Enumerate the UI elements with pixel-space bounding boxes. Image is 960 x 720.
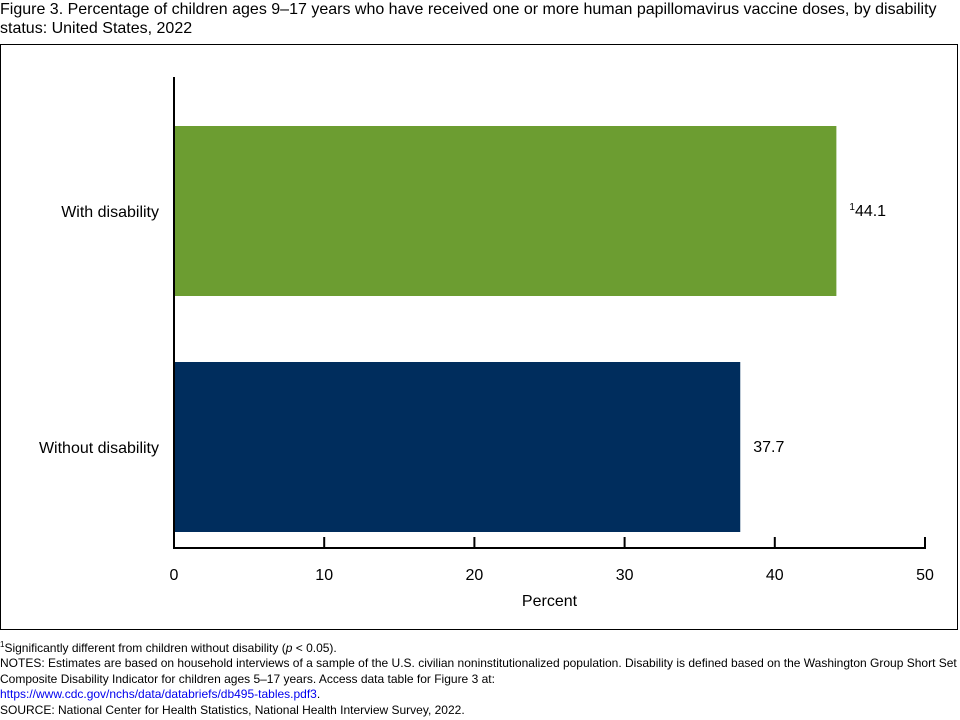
figure-title: Figure 3. Percentage of children ages 9–… [0,1,937,37]
footnote-tail: < 0.05). [292,641,337,655]
notes-link-tail: . [316,687,321,702]
footnote-text: Significantly different from children wi… [4,641,286,655]
footnote-p-symbol: p [285,641,293,655]
significance-footnote: 1Significantly different from children w… [0,641,958,656]
notes-text: NOTES: Estimates are based on household … [0,656,957,686]
value-label: 37.7 [753,439,784,456]
x-tick-label: 30 [616,567,634,584]
x-axis-title: Percent [522,593,578,610]
data-table-link[interactable]: https://www.cdc.gov/nchs/data/databriefs… [0,687,317,702]
bar-without-disability [174,362,741,532]
x-tick-label: 20 [466,567,484,584]
x-tick-label: 50 [916,567,934,584]
chart-frame: With disability 144.1 Without disability 37… [0,44,958,630]
x-tick-label: 40 [766,567,784,584]
notes-paragraph: NOTES: Estimates are based on household … [0,656,958,702]
category-label: Without disability [39,440,159,457]
footnote-marker: 1 [0,640,5,649]
source-note: SOURCE: National Center for Health Stati… [0,702,465,717]
value-label: 144.1 [849,202,886,220]
chart-notes: 1Significantly different from children w… [0,641,958,718]
bar-chart: With disability 144.1 Without disability 37… [39,77,934,610]
x-tick-label: 0 [170,567,179,584]
bar-with-disability [174,126,837,296]
x-tick-label: 10 [315,567,333,584]
category-label: With disability [61,204,159,221]
